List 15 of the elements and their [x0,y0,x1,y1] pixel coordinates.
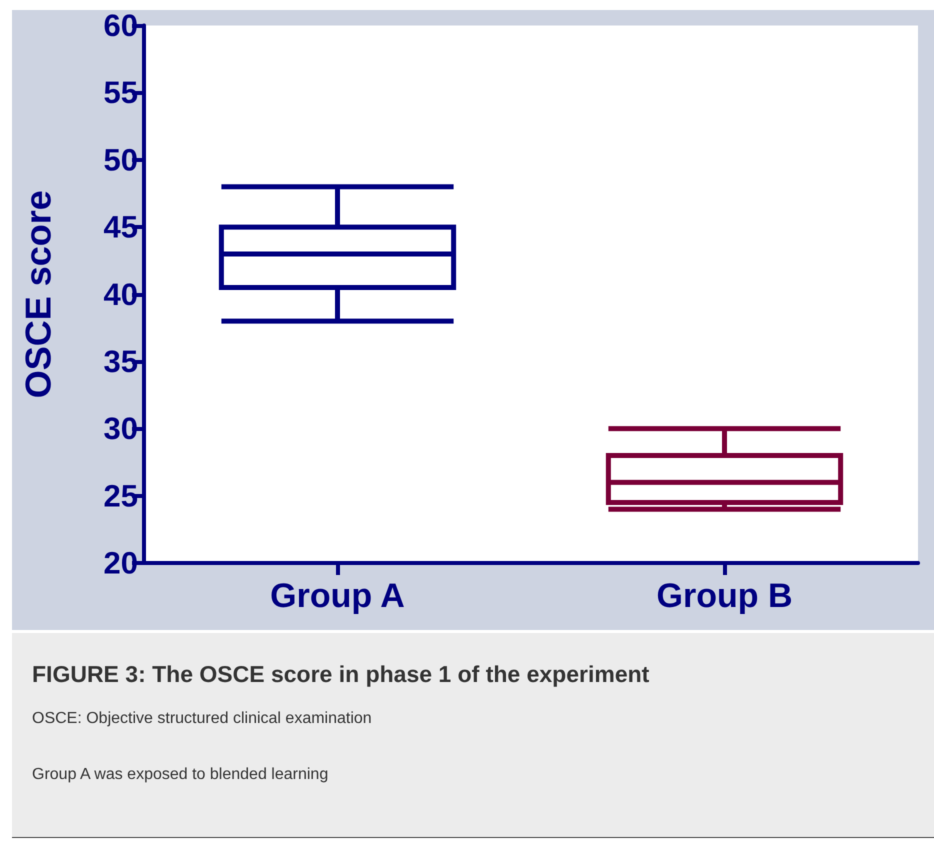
y-tick-label: 25 [104,478,138,514]
y-tick-label: 35 [104,344,138,379]
y-tick-label: 40 [104,276,138,312]
y-tick-label: 45 [104,210,138,245]
text: FIGURE 3: The OSCE score in phase 1 of the experiment [32,661,650,688]
x-tick-label: Group A [270,577,405,615]
text: OSCE: Objective structured clinical examination [32,710,373,728]
text: Group A was exposed to blended learning [32,766,330,784]
x-tick-label: Group B [656,577,792,615]
y-tick-label: 60 [104,8,138,43]
y-tick-label: 30 [104,411,138,446]
y-tick-label: 20 [104,546,138,580]
y-tick-label: 50 [104,142,138,178]
y-axis-title: OSCE score [18,190,58,398]
y-tick-label: 55 [104,75,138,110]
